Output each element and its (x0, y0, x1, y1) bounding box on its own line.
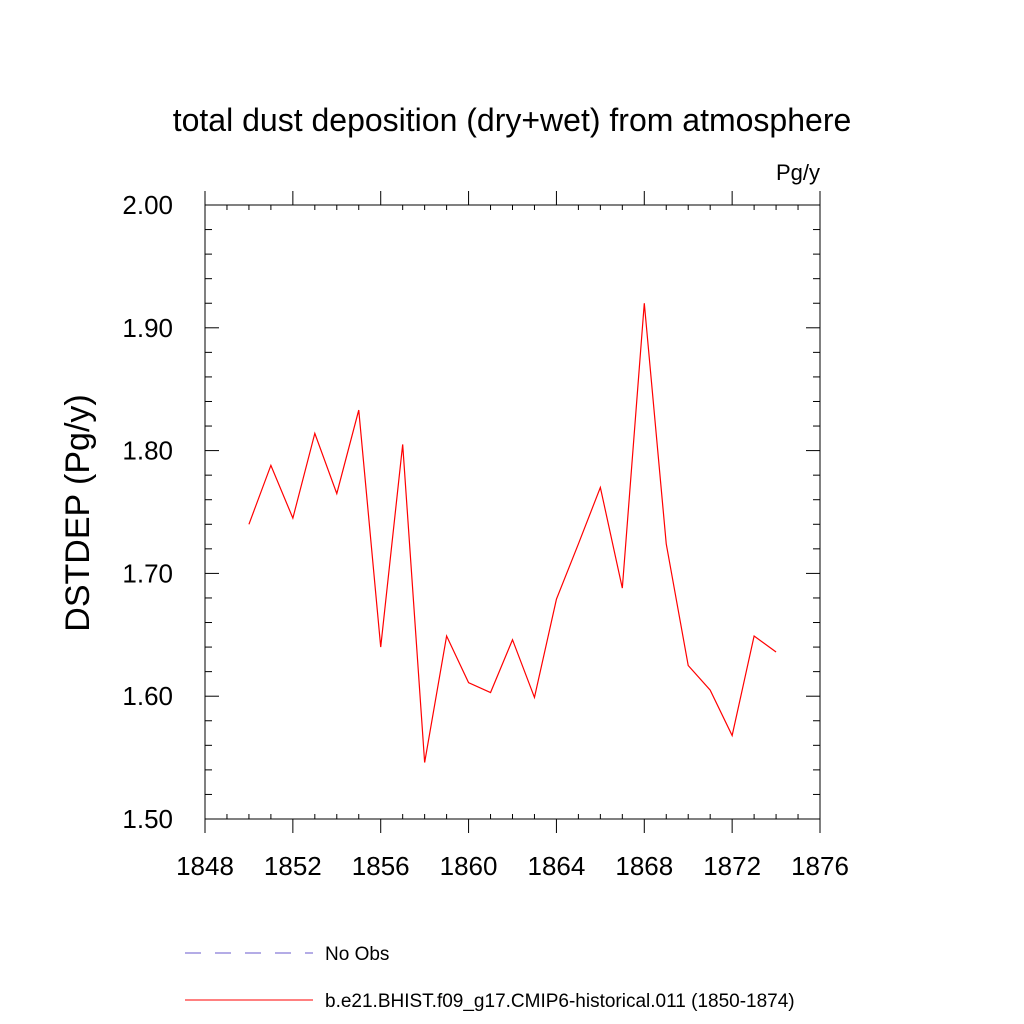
x-tick-label: 1864 (528, 851, 586, 881)
chart-title: total dust deposition (dry+wet) from atm… (173, 102, 852, 138)
y-tick-label: 1.50 (122, 804, 173, 834)
y-tick-label: 1.70 (122, 558, 173, 588)
y-tick-label: 1.90 (122, 313, 173, 343)
x-tick-label: 1876 (791, 851, 849, 881)
x-tick-label: 1848 (176, 851, 234, 881)
x-tick-label: 1852 (264, 851, 322, 881)
series-lines (248, 303, 777, 763)
y-tick-label: 2.00 (122, 190, 173, 220)
x-tick-label: 1856 (352, 851, 410, 881)
legend: No Obs b.e21.BHIST.f09_g17.CMIP6-historic… (185, 944, 795, 1012)
legend-label-1: b.e21.BHIST.f09_g17.CMIP6-historical.011… (325, 991, 795, 1012)
axis-ticks: 1848 1852 1856 1860 1864 1868 1872 1876 1.50 1.60… (122, 190, 849, 881)
y-axis-label: DSTDEP (Pg/y) (59, 394, 97, 631)
legend-label-0: No Obs (325, 944, 389, 965)
series-line-1 (248, 303, 777, 763)
units-label: Pg/y (776, 160, 820, 185)
x-tick-label: 1872 (703, 851, 761, 881)
y-tick-label: 1.60 (122, 681, 173, 711)
x-tick-label: 1860 (440, 851, 498, 881)
x-tick-label: 1868 (615, 851, 673, 881)
y-tick-label: 1.80 (122, 436, 173, 466)
